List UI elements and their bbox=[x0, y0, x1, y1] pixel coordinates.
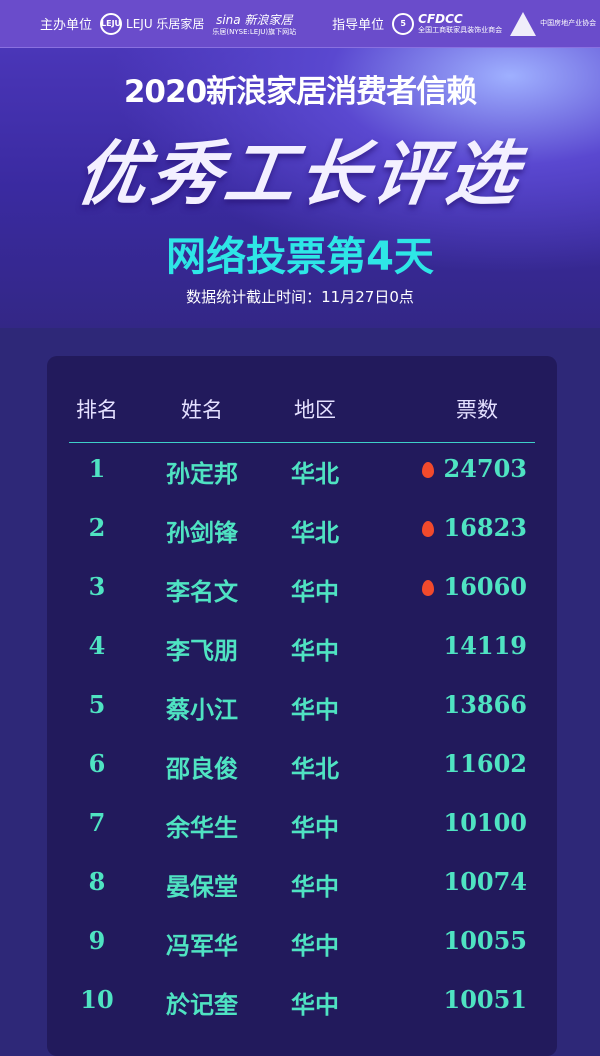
sina-logo: sina 新浪家居 乐居(NYSE:LEJU)旗下网站 bbox=[212, 12, 297, 36]
header-votes: 票数 bbox=[456, 398, 498, 422]
cutoff-time: 数据统计截止时间：11月27日0点 bbox=[186, 288, 414, 306]
vote-count: 10074 bbox=[443, 867, 528, 896]
vote-count: 16823 bbox=[421, 513, 527, 542]
table-row: 9 冯军华 华中 10055 bbox=[47, 926, 557, 966]
region: 华北 bbox=[291, 755, 339, 783]
contestant-name: 晏保堂 bbox=[166, 873, 238, 901]
rank: 9 bbox=[88, 926, 106, 955]
contestant-name: 於记奎 bbox=[166, 991, 238, 1019]
rank: 10 bbox=[80, 985, 114, 1014]
contestant-name: 孙定邦 bbox=[166, 460, 238, 488]
contestant-name: 余华生 bbox=[166, 814, 238, 842]
banner-subtitle: 2020新浪家居消费者信赖 bbox=[123, 74, 477, 110]
rank: 1 bbox=[88, 454, 106, 483]
cfdcc-logo: 5 CFDCC 全国工商联家具装饰业商会 bbox=[392, 12, 502, 35]
table-row: 4 李飞朋 华中 14119 bbox=[47, 631, 557, 671]
region: 华北 bbox=[291, 519, 339, 547]
vote-count: 11602 bbox=[443, 749, 528, 778]
rank: 5 bbox=[88, 690, 106, 719]
table-row: 3 李名文 华中 16060 bbox=[47, 572, 557, 612]
contestant-name: 孙剑锋 bbox=[166, 519, 238, 547]
region: 华中 bbox=[291, 991, 339, 1019]
guide-label: 指导单位 bbox=[332, 18, 385, 33]
region: 华中 bbox=[291, 578, 339, 606]
voting-day: 网络投票第4天 bbox=[166, 234, 434, 280]
region: 华中 bbox=[291, 873, 339, 901]
vote-count: 10055 bbox=[443, 926, 528, 955]
contestant-name: 冯军华 bbox=[166, 932, 238, 960]
fire-icon bbox=[421, 580, 434, 596]
contestant-name: 邵良俊 bbox=[166, 755, 238, 783]
table-row: 1 孙定邦 华北 24703 bbox=[47, 454, 557, 494]
association-logo: 中国房地产业协会 bbox=[510, 11, 596, 36]
header-rank: 排名 bbox=[76, 398, 118, 422]
contestant-name: 蔡小江 bbox=[166, 696, 238, 724]
region: 华中 bbox=[291, 696, 339, 724]
rank: 2 bbox=[88, 513, 106, 542]
region: 华中 bbox=[291, 932, 339, 960]
vote-count: 14119 bbox=[443, 631, 528, 660]
fire-icon bbox=[421, 521, 434, 537]
contestant-name: 李名文 bbox=[166, 578, 238, 606]
region: 华中 bbox=[291, 637, 339, 665]
header-divider bbox=[69, 442, 535, 443]
vote-count: 16060 bbox=[421, 572, 527, 601]
host-label: 主办单位 bbox=[40, 18, 93, 33]
header-name: 姓名 bbox=[181, 398, 223, 422]
rank: 4 bbox=[88, 631, 106, 660]
banner: 2020新浪家居消费者信赖 优秀工长评选 网络投票第4天 数据统计截止时间：11… bbox=[0, 48, 600, 328]
fire-icon bbox=[421, 462, 434, 478]
vote-count: 13866 bbox=[443, 690, 528, 719]
region: 华中 bbox=[291, 814, 339, 842]
table-row: 7 余华生 华中 10100 bbox=[47, 808, 557, 848]
table-row: 6 邵良俊 华北 11602 bbox=[47, 749, 557, 789]
ranking-table: 排名 姓名 地区 票数 1 孙定邦 华北 24703 2 孙剑锋 华北 16823… bbox=[47, 356, 557, 1056]
header-region: 地区 bbox=[294, 398, 336, 422]
leju-logo: LEJU LEJU 乐居家居 bbox=[100, 12, 204, 35]
region: 华北 bbox=[291, 460, 339, 488]
rank: 3 bbox=[88, 572, 106, 601]
vote-count: 24703 bbox=[421, 454, 527, 483]
rank: 8 bbox=[88, 867, 106, 896]
table-row: 2 孙剑锋 华北 16823 bbox=[47, 513, 557, 553]
rank: 7 bbox=[88, 808, 106, 837]
vote-count: 10100 bbox=[443, 808, 528, 837]
table-row: 8 晏保堂 华中 10074 bbox=[47, 867, 557, 907]
contestant-name: 李飞朋 bbox=[166, 637, 238, 665]
banner-title: 优秀工长评选 bbox=[71, 133, 527, 215]
table-row: 5 蔡小江 华中 13866 bbox=[47, 690, 557, 730]
vote-count: 10051 bbox=[443, 985, 528, 1014]
table-row: 10 於记奎 华中 10051 bbox=[47, 985, 557, 1025]
rank: 6 bbox=[88, 749, 106, 778]
table-header: 排名 姓名 地区 票数 bbox=[47, 394, 557, 424]
sponsor-bar: 主办单位 LEJU LEJU 乐居家居 sina 新浪家居 乐居(NYSE:LEJU… bbox=[0, 0, 600, 48]
